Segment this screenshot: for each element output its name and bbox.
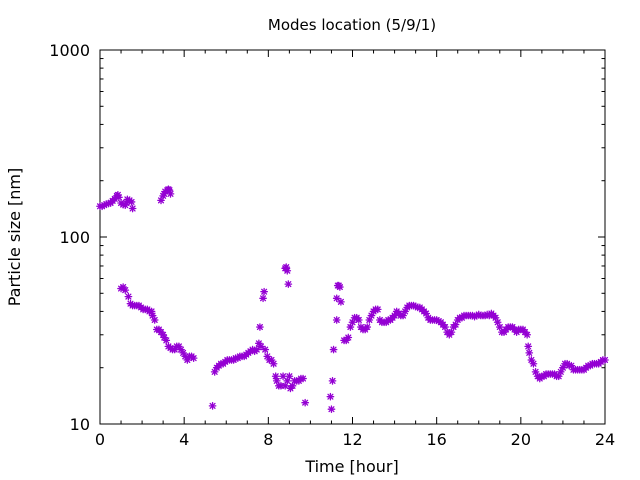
data-point (166, 190, 175, 198)
data-point (329, 345, 338, 354)
data-point (261, 345, 270, 354)
data-point (354, 316, 363, 324)
data-point (150, 316, 159, 324)
data-point (260, 287, 268, 296)
data-point (332, 294, 341, 303)
data-point (147, 307, 156, 316)
data-point (525, 349, 534, 357)
data-point (256, 323, 264, 331)
data-point (529, 359, 538, 368)
x-tick-label: 24 (595, 430, 615, 449)
data-point (523, 330, 531, 339)
data-point (524, 342, 533, 351)
data-point (124, 292, 133, 301)
data-point (332, 316, 341, 324)
data-point (301, 398, 310, 407)
x-tick-label: 8 (263, 430, 273, 449)
data-point (208, 402, 217, 410)
data-point (189, 354, 198, 362)
data-point (259, 294, 267, 303)
x-axis-label: Time [hour] (304, 457, 398, 476)
data-point (115, 193, 123, 202)
data-point (337, 297, 345, 306)
y-axis-label: Particle size [nm] (5, 168, 24, 307)
x-tick-label: 0 (95, 430, 105, 449)
plot-frame (99, 49, 606, 425)
data-point (271, 372, 280, 381)
data-point (336, 283, 344, 291)
data-point (344, 333, 353, 342)
x-tick-label: 20 (511, 430, 531, 449)
data-point (328, 377, 337, 385)
y-tick-label: 10 (70, 415, 90, 434)
axis-ticks (99, 49, 606, 425)
plot-border (99, 49, 606, 425)
data-point (128, 204, 137, 213)
data-point (162, 336, 171, 345)
data-point (327, 405, 336, 414)
data-point (326, 392, 335, 401)
data-points (96, 185, 609, 414)
data-point (269, 359, 278, 368)
data-point (363, 323, 372, 331)
x-tick-label: 16 (426, 430, 446, 449)
data-point (601, 356, 609, 364)
data-point (373, 305, 382, 314)
y-tick-label: 1000 (49, 41, 90, 60)
data-point (252, 345, 261, 354)
data-point (285, 372, 294, 381)
x-tick-label: 12 (342, 430, 362, 449)
data-point (299, 374, 307, 383)
axis-tick-labels: 0 4 8 12 16 20 24 10 100 1000 (49, 41, 615, 449)
chart-title: Modes location (5/9/1) (268, 16, 436, 34)
data-point (284, 280, 293, 288)
x-tick-label: 4 (179, 430, 189, 449)
data-point (279, 372, 287, 381)
data-point (346, 323, 355, 331)
y-tick-label: 100 (59, 228, 90, 247)
data-point (121, 286, 130, 294)
data-point (283, 266, 292, 275)
data-point (127, 198, 136, 206)
data-point (257, 342, 265, 351)
